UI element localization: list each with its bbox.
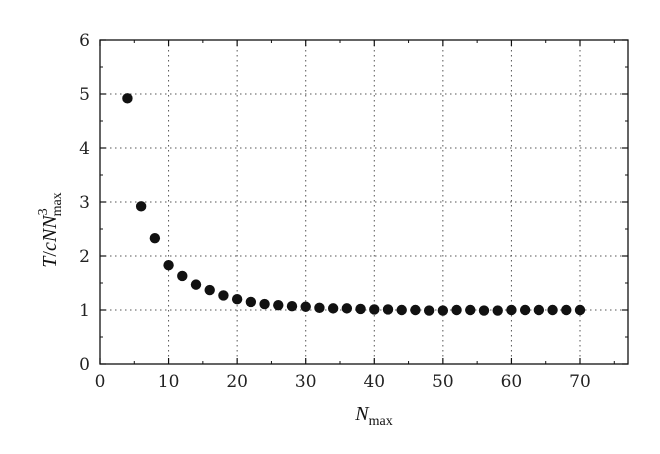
data-point [300,301,311,312]
data-point [135,201,147,212]
x-tick-label: 40 [363,372,385,392]
x-tick-label: 50 [432,372,454,392]
data-point [163,259,174,271]
tick-labels: 0 10 20 30 40 50 60 70 0 1 2 3 4 5 6 [79,31,591,392]
x-tick-label: 10 [158,372,180,392]
data-point [492,305,503,316]
data-point [149,232,161,244]
y-tick-label: 6 [79,31,90,51]
data-point [396,304,407,316]
data-point [547,304,558,316]
data-point [314,302,325,314]
data-point [423,305,435,316]
data-point [465,304,476,316]
data-point [478,305,490,316]
y-tick-label: 3 [79,193,90,213]
data-point [355,303,366,315]
data-point [231,294,243,305]
data-point [286,301,298,312]
data-point [218,290,229,301]
data-point [369,304,380,315]
data-point [204,284,215,296]
data-point [506,304,517,316]
data-point [177,270,188,282]
data-point [437,305,449,316]
data-point [533,304,545,316]
plot-frame [99,39,629,365]
x-tick-label: 60 [501,372,523,392]
y-tick-label: 0 [79,355,90,375]
tick-marks [99,39,628,365]
data-point [122,93,133,104]
x-tick-label: 0 [95,372,106,392]
data-point [190,279,202,290]
data-point [410,304,421,316]
y-tick-label: 2 [79,247,90,267]
x-tick-label: 30 [295,372,317,392]
data-point [519,304,531,316]
y-tick-label: 4 [79,139,90,159]
data-point [341,303,353,314]
data-point [327,303,339,314]
data-point [561,304,572,316]
x-tick-label: 70 [569,372,591,392]
data-point [259,298,270,310]
x-axis-label: Nmax [354,403,392,429]
data-points [122,93,586,316]
data-point [574,304,586,316]
grid-lines [100,40,628,364]
data-point [245,296,257,308]
data-point [382,304,394,315]
y-tick-label: 1 [79,301,90,321]
data-point [451,304,462,316]
y-axis-label: T/cNN3max [36,192,65,267]
x-tick-label: 20 [226,372,248,392]
data-point [273,299,284,311]
y-tick-label: 5 [79,85,90,105]
